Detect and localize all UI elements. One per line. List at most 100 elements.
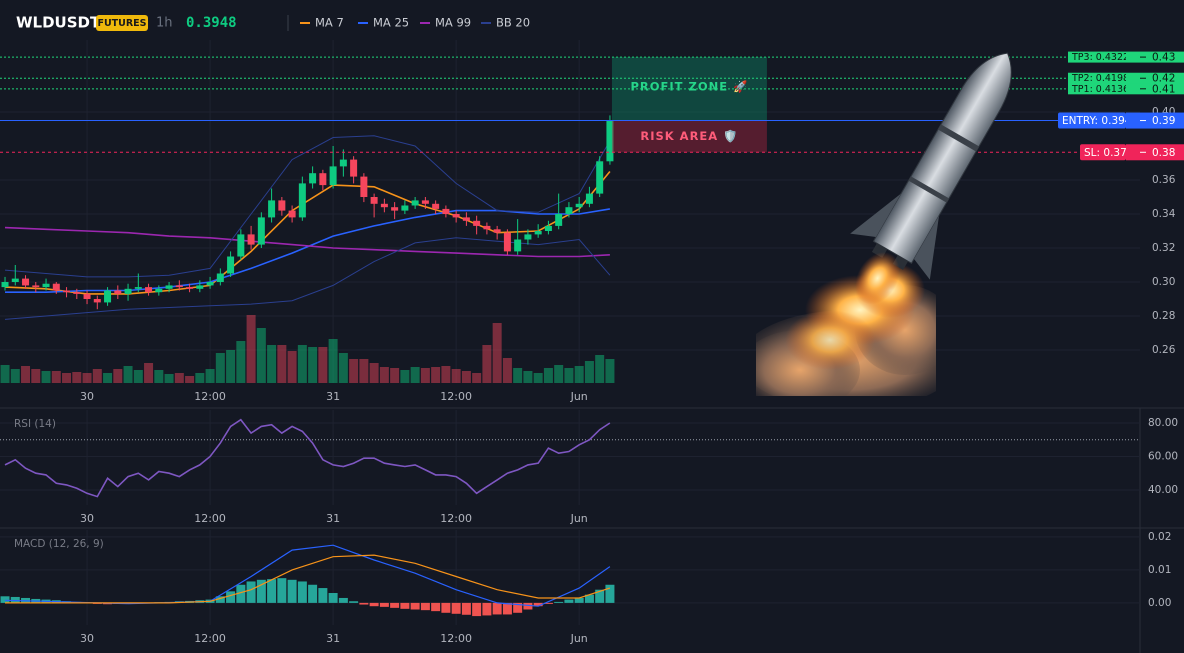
volume-bar — [51, 371, 61, 383]
candle-body — [257, 217, 265, 245]
level-label: TP3: 0.43229 — [1071, 52, 1135, 63]
candle-body — [42, 283, 50, 288]
histogram-bar — [451, 602, 461, 614]
level-axis-badge — [1126, 72, 1184, 84]
volume-bar — [41, 371, 51, 383]
y-tick-label: 0.34 — [1152, 208, 1176, 220]
x-tick-label: 12:00 — [194, 512, 226, 525]
candle-body — [145, 287, 153, 293]
candle-body — [432, 203, 440, 209]
x-tick-label: 30 — [80, 632, 94, 645]
histogram-bar — [287, 579, 297, 603]
candle-body — [216, 273, 224, 283]
candle-body — [462, 217, 470, 221]
x-tick-label: 12:00 — [194, 632, 226, 645]
level-label: TP1: 0.41363 — [1071, 84, 1135, 95]
volume-bar — [533, 373, 543, 383]
histogram-bar — [246, 581, 256, 603]
candle-body — [319, 173, 327, 186]
volume-bar — [144, 363, 154, 383]
plot-layer: 30 12:00 31 12:00 Jun 0.26 0.28 0.30 0.32 0.34 0.3… — [0, 40, 1184, 645]
volume-bar — [605, 359, 615, 383]
histogram-bar — [461, 602, 471, 615]
x-tick-label: 31 — [326, 632, 340, 645]
candle-body — [73, 292, 81, 294]
volume-bar — [513, 368, 523, 383]
level-badge — [1058, 112, 1126, 129]
volume-bar — [390, 368, 400, 383]
volume-bar — [72, 372, 82, 383]
volume-bar — [523, 371, 533, 383]
volume-bar — [502, 358, 512, 383]
volume-bar — [246, 315, 256, 383]
zone — [611, 120, 767, 153]
candle-body — [329, 166, 337, 186]
y-tick-label: 0.26 — [1152, 344, 1176, 356]
volume-bar — [420, 368, 430, 383]
candle-body — [298, 183, 306, 218]
level-badge — [1068, 72, 1126, 84]
histogram-bar — [431, 602, 441, 612]
candle-body — [186, 287, 194, 289]
volume-bar — [328, 339, 338, 383]
volume-bar — [369, 363, 379, 383]
legend-label: MA 7 — [315, 16, 344, 30]
candle-body — [401, 205, 409, 211]
candle-body — [555, 214, 563, 226]
histogram-bar — [441, 602, 451, 613]
level-badge — [1068, 51, 1126, 63]
histogram-bar — [297, 581, 307, 603]
y-tick-label: 0.36 — [1152, 174, 1176, 186]
zone-label: PROFIT ZONE 🚀 — [630, 79, 748, 93]
candle-body — [32, 285, 40, 288]
volume-bar — [431, 367, 441, 383]
candle-body — [360, 176, 368, 197]
y-tick-label: 80.00 — [1148, 417, 1178, 429]
x-tick-label: 30 — [80, 512, 94, 525]
volume-bar — [574, 366, 584, 383]
candle-body — [483, 225, 491, 230]
pane-title: RSI (14) — [14, 418, 56, 430]
volume-bar — [410, 367, 420, 383]
volume-bar — [103, 373, 113, 383]
legend-label: MA 99 — [435, 16, 471, 30]
y-tick-label: 40.00 — [1148, 484, 1178, 496]
histogram-bar — [564, 599, 574, 603]
histogram-bar — [605, 584, 615, 603]
indicator-line — [4, 135, 611, 278]
candle-body — [83, 293, 91, 300]
candle-body — [503, 232, 511, 252]
candle-body — [52, 283, 60, 291]
candle-body — [93, 299, 101, 303]
volume-bar — [113, 369, 123, 383]
histogram-bar — [554, 601, 564, 603]
volume-bar — [461, 371, 471, 383]
volume-bar — [267, 345, 277, 383]
volume-bar — [174, 373, 184, 383]
candle-body — [268, 200, 276, 218]
candle-body — [442, 208, 450, 214]
level-axis-badge — [1126, 51, 1184, 63]
candle-body — [11, 278, 19, 283]
x-tick-label: Jun — [570, 632, 588, 645]
badge-text: FUTURES — [97, 18, 146, 29]
level-badge — [1068, 83, 1126, 95]
candle-body — [575, 203, 583, 208]
level-label: ENTRY: 0.39496 — [1062, 115, 1145, 127]
volume-bar — [31, 369, 41, 383]
candle-body — [247, 234, 255, 245]
histogram-bar — [359, 602, 369, 605]
x-tick-label: Jun — [570, 512, 588, 525]
x-tick-label: 31 — [326, 390, 340, 403]
histogram-bar — [267, 579, 277, 603]
candle-body — [206, 282, 214, 286]
histogram-bar — [420, 602, 430, 611]
volume-bar — [308, 347, 318, 383]
level-axis-badge — [1126, 83, 1184, 95]
volume-bar — [236, 341, 246, 383]
histogram-bar — [595, 589, 605, 603]
candle-body — [124, 288, 132, 294]
header: WLDUSDT FUTURES 1h 0.3948 — [16, 14, 289, 32]
volume-bar — [82, 373, 92, 383]
